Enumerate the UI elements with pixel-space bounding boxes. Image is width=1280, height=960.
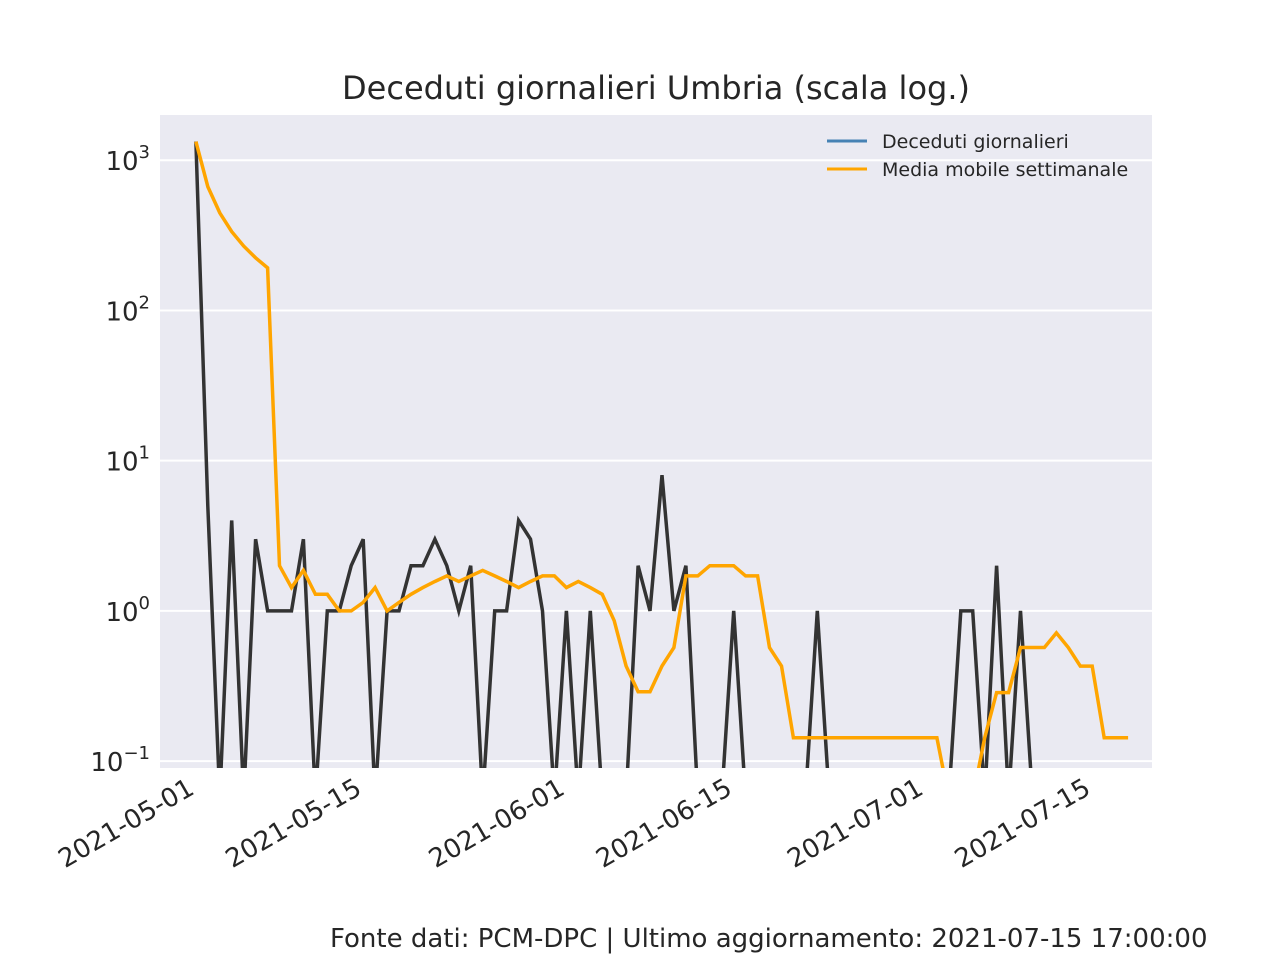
- y-tick-label: 101: [105, 443, 150, 478]
- x-tick-label: 2021-06-15: [591, 773, 737, 875]
- legend-label-deceduti: Deceduti giornalieri: [882, 131, 1069, 153]
- series-line-deceduti-giornalieri: [194, 141, 1033, 768]
- series-line-media-mobile-settimanale: [194, 141, 1129, 768]
- x-tick-label: 2021-05-01: [53, 773, 199, 875]
- y-tick-label: 100: [105, 593, 150, 628]
- y-axis-tick-labels: 10−1 100 101 102 103: [90, 142, 150, 778]
- chart-title: Deceduti giornalieri Umbria (scala log.): [342, 69, 970, 107]
- y-tick-label: 103: [105, 142, 150, 177]
- x-tick-label: 2021-07-15: [950, 773, 1096, 875]
- y-tick-label: 10−1: [90, 743, 150, 778]
- series-lines: [194, 141, 1129, 768]
- source-note: Fonte dati: PCM-DPC | Ultimo aggiornamen…: [330, 924, 1208, 954]
- x-tick-label: 2021-07-01: [783, 773, 929, 875]
- legend: Deceduti giornalieri Media mobile settim…: [827, 131, 1128, 181]
- x-tick-label: 2021-05-15: [221, 773, 367, 875]
- legend-label-media-mobile: Media mobile settimanale: [882, 159, 1128, 181]
- y-tick-label: 102: [105, 292, 150, 327]
- x-axis-tick-labels: 2021-05-01 2021-05-15 2021-06-01 2021-06-15…: [53, 773, 1095, 875]
- x-tick-label: 2021-06-01: [424, 773, 570, 875]
